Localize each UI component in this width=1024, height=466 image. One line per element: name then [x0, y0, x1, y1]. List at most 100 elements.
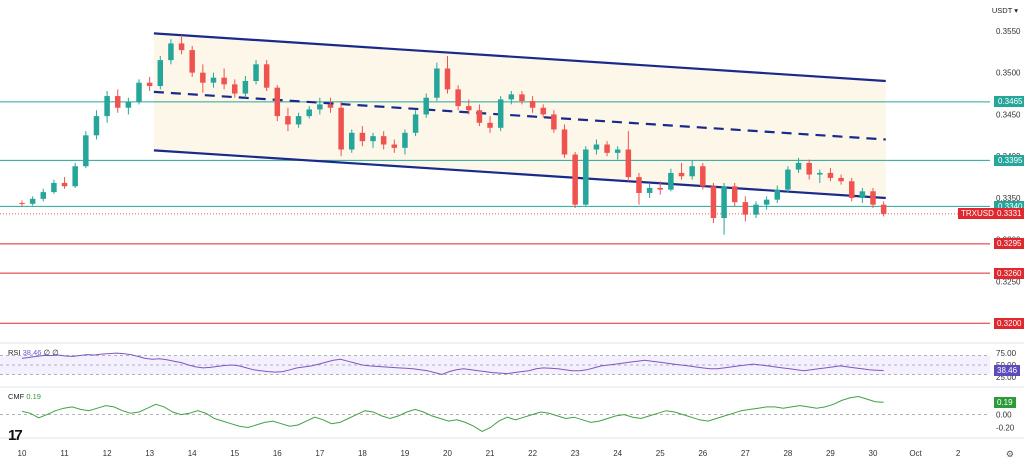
candle-body: [487, 122, 493, 128]
price-tick-label: 0.3550: [996, 27, 1021, 36]
time-tick-label: 27: [741, 449, 750, 458]
level-price-label: 0.3200: [994, 317, 1024, 329]
price-tick-label: 0.3350: [996, 194, 1021, 203]
candle-body: [466, 106, 472, 111]
candle-body: [795, 162, 802, 170]
candle-body: [646, 187, 653, 193]
candle-body: [497, 99, 504, 128]
time-tick-label: 19: [400, 449, 409, 458]
candle-body: [125, 101, 132, 108]
candle-body: [285, 116, 291, 125]
level-price-label: 0.3295: [994, 238, 1024, 250]
tradingview-logo-icon: 17: [8, 427, 23, 444]
candle-body: [104, 96, 110, 117]
candle-body: [274, 87, 281, 117]
candle-body: [721, 186, 727, 219]
candle-body: [848, 181, 855, 198]
candle-body: [200, 72, 206, 83]
candle-body: [402, 132, 408, 148]
time-tick-label: 15: [230, 449, 239, 458]
time-tick-label: 20: [443, 449, 452, 458]
cmf-tick-label: 0.00: [996, 411, 1012, 420]
candle-body: [40, 192, 47, 199]
candle-body: [232, 84, 238, 94]
candle-body: [657, 187, 663, 190]
candle-body: [636, 177, 642, 193]
time-tick-label: 30: [869, 449, 878, 458]
time-tick-label: 26: [698, 449, 707, 458]
settings-gear-icon[interactable]: ⚙: [1005, 449, 1014, 459]
candle-body: [561, 129, 568, 155]
candle-body: [263, 64, 270, 88]
price-tick-label: 0.3450: [996, 110, 1021, 119]
candle-body: [83, 135, 89, 167]
cmf-tick-label: -0.20: [996, 424, 1015, 433]
candle-body: [742, 202, 749, 215]
time-tick-label: 23: [571, 449, 580, 458]
candle-body: [370, 136, 376, 142]
time-tick-label: 13: [145, 449, 154, 458]
symbol-label: TRXUSDT: [958, 208, 1002, 220]
candle-body: [168, 43, 174, 61]
time-tick-label: 29: [826, 449, 835, 458]
candle-body: [540, 107, 546, 115]
candle-body: [519, 94, 525, 102]
time-tick-label: 28: [783, 449, 792, 458]
channel-lower-line: [153, 149, 886, 200]
candle-body: [763, 199, 770, 205]
candle-body: [51, 182, 57, 193]
time-tick-label: 11: [60, 449, 69, 458]
candle-body: [29, 198, 36, 204]
candle-body: [114, 96, 121, 108]
candle-body: [359, 132, 366, 142]
candle-body: [476, 110, 483, 123]
time-tick-label: 14: [188, 449, 197, 458]
candle-body: [380, 136, 387, 145]
cmf-line: [21, 395, 884, 432]
current-price-label: 0.3331: [994, 208, 1024, 220]
candle-body: [391, 144, 398, 148]
candle-body: [710, 186, 717, 219]
candle-body: [870, 191, 876, 205]
candle-body: [178, 43, 185, 51]
currency-selector[interactable]: USDT ▾: [991, 6, 1018, 15]
candle-body: [295, 116, 302, 125]
candle-body: [700, 166, 706, 187]
candle-body: [838, 177, 844, 182]
candle-body: [583, 149, 589, 205]
time-tick-label: 22: [528, 449, 537, 458]
candle-body: [625, 149, 632, 178]
rsi-tick-label: 25.00: [996, 373, 1017, 382]
cmf-value-label: 0.19: [994, 396, 1016, 408]
time-tick-label: 16: [273, 449, 282, 458]
level-price-label: 0.3465: [994, 96, 1024, 108]
time-tick-label: 21: [486, 449, 495, 458]
time-tick-label: 10: [18, 449, 27, 458]
candle-body: [253, 64, 259, 82]
candle-body: [678, 172, 685, 177]
time-tick-label: 12: [103, 449, 112, 458]
candle-body: [604, 144, 610, 153]
candle-body: [327, 104, 334, 108]
candle-body: [668, 172, 674, 190]
cmf-legend: CMF 0.19: [8, 392, 41, 401]
rsi-value-label: 38.46: [994, 364, 1021, 376]
candle-body: [412, 114, 419, 133]
candle-body: [827, 172, 834, 178]
candle-body: [444, 68, 451, 90]
candle-body: [753, 204, 759, 215]
price-tick-label: 0.3500: [996, 69, 1021, 78]
time-tick-label: 25: [656, 449, 665, 458]
candle-body: [880, 204, 887, 214]
candle-body: [338, 107, 344, 150]
candle-body: [859, 191, 866, 198]
candle-body: [508, 94, 515, 100]
candle-body: [434, 68, 440, 98]
candle-body: [817, 172, 823, 175]
candle-body: [189, 50, 195, 73]
time-tick-label: 18: [358, 449, 367, 458]
rsi-legend: RSI 38.46 ∅ ∅: [8, 348, 59, 357]
candle-body: [774, 189, 781, 200]
candle-body: [349, 132, 355, 150]
candle-body: [689, 166, 695, 177]
